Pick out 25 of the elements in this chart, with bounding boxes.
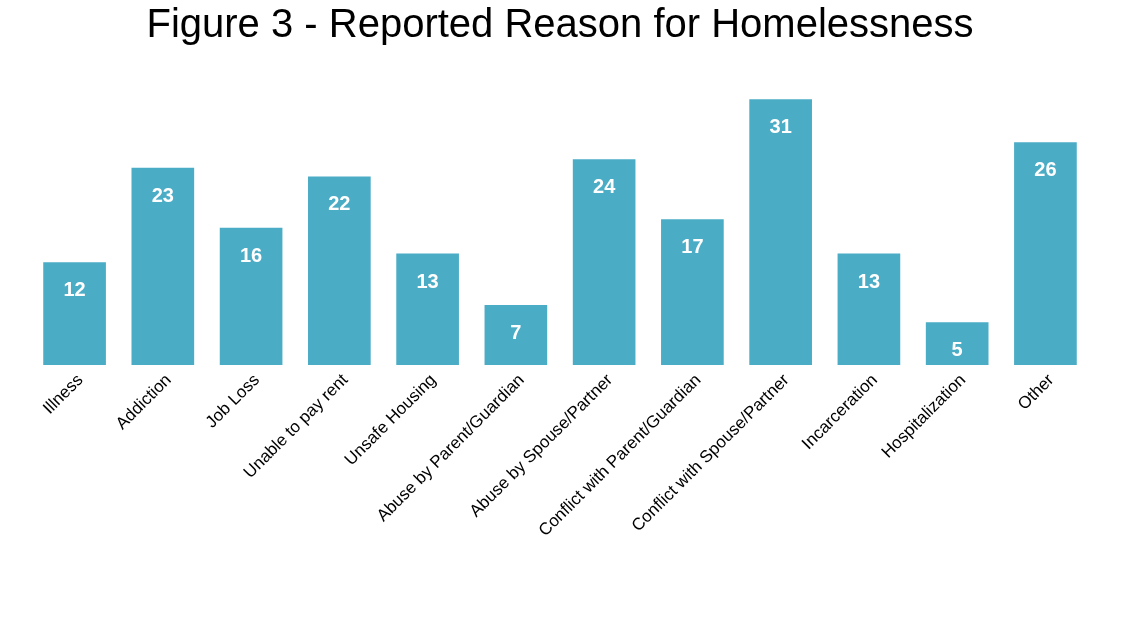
- bar: [131, 167, 195, 365]
- data-label: 26: [1034, 158, 1057, 181]
- data-label: 13: [416, 269, 439, 292]
- bar: [749, 99, 812, 365]
- data-label: 5: [951, 338, 963, 361]
- data-label: 12: [63, 278, 86, 301]
- data-label: 7: [510, 321, 522, 343]
- data-label: 13: [857, 269, 881, 292]
- bar: [837, 253, 901, 365]
- data-label: 23: [151, 183, 174, 206]
- bar: [661, 219, 724, 365]
- bar: [308, 176, 371, 365]
- data-label: 22: [328, 192, 351, 215]
- bar: [572, 159, 636, 365]
- chart-title: Figure 3 - Reported Reason for Homelessness: [146, 1, 974, 45]
- bar: [925, 322, 989, 365]
- bar: [1014, 142, 1077, 365]
- bar: [396, 253, 459, 365]
- data-label: 31: [769, 115, 792, 138]
- bar: [219, 227, 283, 365]
- bar: [484, 305, 548, 365]
- data-label: 16: [239, 243, 263, 266]
- data-label: 17: [681, 235, 704, 258]
- data-label: 24: [593, 175, 617, 198]
- bar: [43, 262, 106, 365]
